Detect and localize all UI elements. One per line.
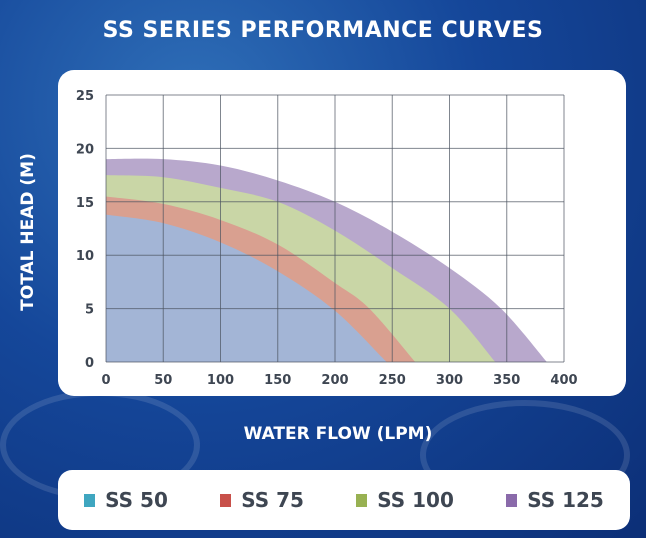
y-tick-label: 0 xyxy=(85,356,94,371)
x-tick-label: 300 xyxy=(436,373,463,388)
x-tick-label: 0 xyxy=(101,373,110,388)
legend-item: SS 100 xyxy=(356,488,454,512)
y-tick-label: 15 xyxy=(76,196,94,211)
legend-item: SS 50 xyxy=(84,488,168,512)
legend-item: SS 75 xyxy=(220,488,304,512)
x-tick-label: 400 xyxy=(550,373,577,388)
x-tick-label: 350 xyxy=(493,373,520,388)
legend-swatch xyxy=(506,493,518,507)
y-tick-label: 5 xyxy=(85,303,94,318)
y-tick-label: 20 xyxy=(76,142,94,157)
legend-label: SS 75 xyxy=(241,488,304,512)
legend-label: SS 125 xyxy=(527,488,604,512)
area-ss-50 xyxy=(106,214,387,362)
x-tick-label: 250 xyxy=(379,373,406,388)
y-tick-label: 10 xyxy=(76,249,94,264)
legend-swatch xyxy=(84,493,96,507)
x-tick-label: 100 xyxy=(207,373,234,388)
legend-swatch xyxy=(356,493,368,507)
x-tick-label: 50 xyxy=(154,373,172,388)
x-tick-label: 200 xyxy=(321,373,348,388)
legend: SS 50 SS 75 SS 100 SS 125 xyxy=(58,470,630,530)
legend-label: SS 50 xyxy=(105,488,168,512)
y-tick-label: 25 xyxy=(76,89,94,104)
x-tick-label: 150 xyxy=(264,373,291,388)
chart-title: SS SERIES PERFORMANCE CURVES xyxy=(102,18,544,43)
legend-item: SS 125 xyxy=(506,488,604,512)
legend-swatch xyxy=(220,493,232,507)
x-axis-title: WATER FLOW (LPM) xyxy=(243,424,433,444)
legend-label: SS 100 xyxy=(377,488,454,512)
